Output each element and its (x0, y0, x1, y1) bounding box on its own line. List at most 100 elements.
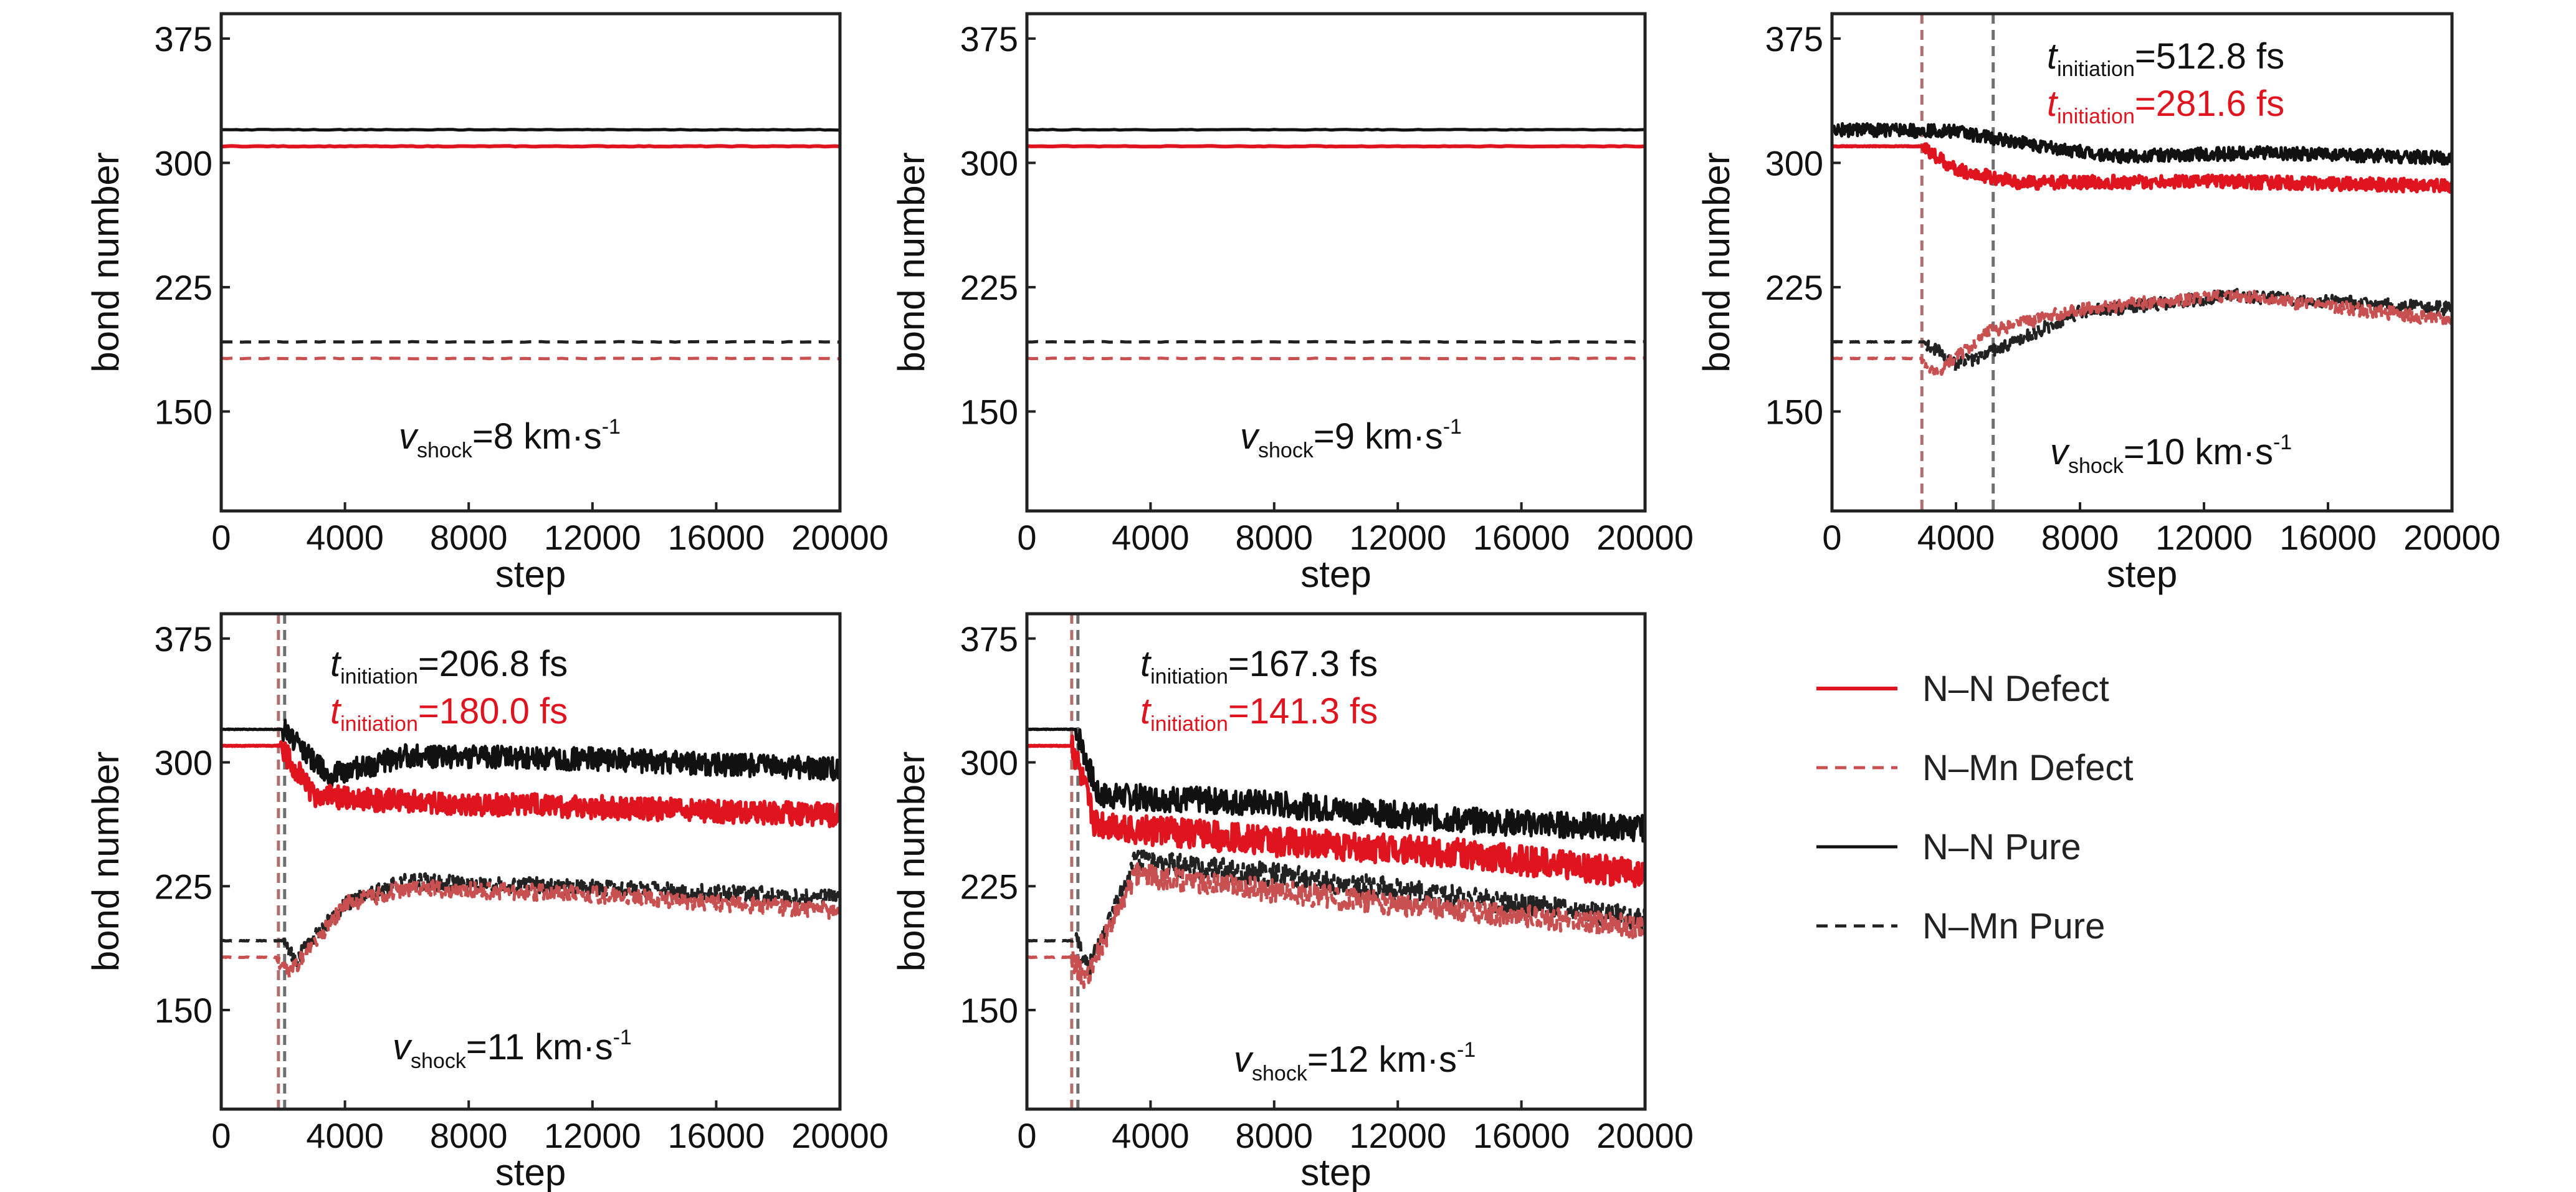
series-nmn-defect (1027, 862, 1645, 989)
y-tick-label: 300 (960, 743, 1018, 783)
legend-label: N–N Defect (1922, 669, 2109, 709)
series-nn-pure (1027, 727, 1645, 843)
y-tick-label: 375 (155, 19, 212, 59)
series-nmn-defect (221, 356, 840, 361)
x-tick-label: 4000 (306, 1116, 384, 1155)
plot-frame (1025, 612, 1647, 1111)
chart-panel-1: 0 4000 8000 12000 16000 20000 150 225 300 375 step… (85, 12, 889, 595)
x-axis-label: step (1300, 1151, 1371, 1192)
x-tick-label: 0 (1822, 518, 1841, 557)
y-axis-label: bond number (1696, 152, 1737, 373)
y-tick-label: 300 (1765, 143, 1823, 183)
y-tick-label: 300 (155, 743, 212, 783)
x-tick-label: 8000 (430, 1116, 508, 1155)
y-tick-label: 225 (1765, 268, 1823, 307)
x-tick-label: 4000 (1112, 518, 1190, 557)
initiation-time-nn-defect: tinitiation=141.3 fs (1140, 691, 1378, 736)
y-tick-label: 225 (960, 867, 1018, 906)
series-nmn-pure (221, 872, 840, 968)
x-axis-label: step (2107, 553, 2177, 595)
y-tick-label: 300 (155, 143, 212, 183)
x-tick-label: 20000 (1596, 1116, 1694, 1155)
shock-speed-label: vshock=11 km·s-1 (393, 1026, 632, 1073)
x-tick-label: 0 (211, 518, 231, 557)
series-nmn-defect (221, 878, 840, 980)
plot-frame (219, 12, 842, 513)
initiation-time-nn-pure: tinitiation=206.8 fs (330, 644, 568, 689)
x-tick-label: 12000 (544, 518, 641, 557)
series-nmn-defect (1832, 289, 2452, 379)
y-tick-label: 300 (960, 143, 1018, 183)
series-nmn-pure (1027, 340, 1645, 344)
series-nn-pure (1832, 122, 2452, 166)
x-tick-label: 20000 (791, 1116, 889, 1155)
y-tick-label: 225 (960, 268, 1018, 307)
x-tick-label: 16000 (1473, 518, 1570, 557)
x-tick-label: 8000 (2041, 518, 2119, 557)
series-nn-defect (221, 740, 840, 829)
y-tick-label: 150 (1765, 392, 1823, 431)
y-axis-label: bond number (85, 751, 126, 972)
chart-panel-5: 0 4000 8000 12000 16000 20000 150 225 300 375 step… (890, 612, 1694, 1192)
initiation-time-nn-defect: tinitiation=180.0 fs (330, 691, 568, 736)
legend-label: N–Mn Pure (1922, 906, 2105, 946)
x-tick-label: 16000 (668, 1116, 765, 1155)
y-tick-label: 225 (155, 268, 212, 307)
x-tick-label: 0 (1017, 518, 1036, 557)
legend-label: N–Mn Defect (1922, 748, 2133, 788)
x-tick-label: 4000 (306, 518, 384, 557)
legend: N–N Defect N–Mn Defect N–N Pure N–Mn Pure (1816, 669, 2133, 946)
x-tick-label: 20000 (2403, 518, 2501, 557)
chart-panel-3: 0 4000 8000 12000 16000 20000 150 225 300 375 step… (1696, 12, 2501, 595)
y-tick-label: 150 (155, 392, 212, 431)
x-tick-label: 8000 (1236, 518, 1314, 557)
series-nmn-pure (221, 340, 840, 344)
y-axis-label: bond number (85, 152, 126, 373)
shock-speed-label: vshock=8 km·s-1 (399, 415, 621, 462)
x-tick-label: 8000 (430, 518, 508, 557)
x-tick-label: 8000 (1236, 1116, 1314, 1155)
x-tick-label: 12000 (544, 1116, 641, 1155)
y-tick-label: 150 (960, 991, 1018, 1030)
x-tick-label: 12000 (2155, 518, 2253, 557)
chart-panel-4: 0 4000 8000 12000 16000 20000 150 225 300 375 step… (85, 612, 889, 1192)
y-tick-label: 375 (155, 619, 212, 659)
initiation-time-nn-pure: tinitiation=512.8 fs (2047, 36, 2284, 81)
x-axis-label: step (495, 1151, 566, 1192)
series-nmn-pure (1832, 288, 2452, 373)
series-nn-defect (1027, 734, 1645, 889)
x-tick-label: 20000 (1596, 518, 1694, 557)
shock-speed-label: vshock=10 km·s-1 (2050, 431, 2292, 478)
shock-speed-label: vshock=9 km·s-1 (1240, 415, 1462, 462)
y-tick-label: 150 (155, 991, 212, 1030)
x-tick-label: 16000 (1473, 1116, 1570, 1155)
y-tick-label: 150 (960, 392, 1018, 431)
y-tick-label: 225 (155, 867, 212, 906)
series-nmn-defect (1027, 356, 1645, 361)
shock-speed-label: vshock=12 km·s-1 (1234, 1038, 1476, 1085)
x-axis-label: step (495, 553, 566, 595)
plot-frame (1025, 12, 1647, 513)
x-tick-label: 0 (211, 1116, 231, 1155)
x-tick-label: 20000 (791, 518, 889, 557)
initiation-time-nn-defect: tinitiation=281.6 fs (2047, 83, 2284, 128)
initiation-time-nn-pure: tinitiation=167.3 fs (1140, 644, 1378, 689)
plot-frame (219, 612, 842, 1111)
x-tick-label: 16000 (668, 518, 765, 557)
x-tick-label: 0 (1017, 1116, 1036, 1155)
x-tick-label: 4000 (1917, 518, 1995, 557)
y-tick-label: 375 (960, 19, 1018, 59)
series-nn-defect (1832, 142, 2452, 194)
plot-frame (1830, 12, 2454, 513)
legend-label: N–N Pure (1922, 827, 2081, 867)
x-tick-label: 12000 (1349, 1116, 1446, 1155)
y-axis-label: bond number (890, 152, 932, 373)
x-tick-label: 16000 (2279, 518, 2377, 557)
y-tick-label: 375 (1765, 19, 1823, 59)
series-nn-pure (221, 718, 840, 788)
chart-panel-2: 0 4000 8000 12000 16000 20000 150 225 300 375 step… (890, 12, 1694, 595)
y-axis-label: bond number (890, 751, 932, 972)
y-tick-label: 375 (960, 619, 1018, 659)
x-axis-label: step (1300, 553, 1371, 595)
